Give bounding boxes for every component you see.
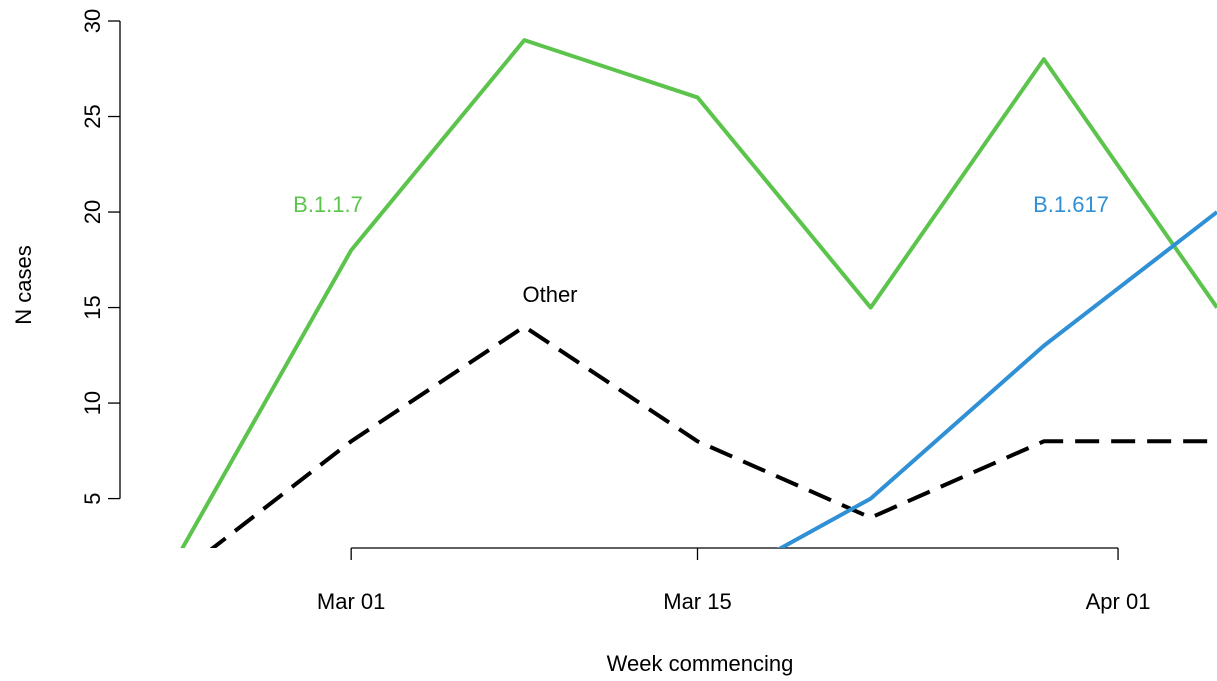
- y-tick-label: 25: [80, 104, 105, 128]
- series-label-b-1-617: B.1.617: [1033, 192, 1109, 217]
- series-line-b-1-1-7: [180, 38, 1217, 548]
- y-axis: 5 10 15 20 25 30: [80, 9, 121, 505]
- x-tick-label: Apr 01: [1086, 589, 1151, 614]
- y-tick-label: 15: [80, 295, 105, 319]
- x-tick-label: Mar 15: [663, 589, 731, 614]
- series-line-b-1-617: [776, 210, 1217, 548]
- y-axis-title: N cases: [11, 245, 36, 324]
- y-tick-label: 20: [80, 200, 105, 224]
- series-labels: B.1.1.7 Other B.1.617: [293, 192, 1109, 307]
- series-label-b-1-1-7: B.1.1.7: [293, 192, 363, 217]
- y-tick-label: 10: [80, 391, 105, 415]
- series-line-other: [209, 324, 1217, 548]
- series-label-other: Other: [522, 282, 577, 307]
- y-tick-label: 30: [80, 9, 105, 33]
- x-axis: Mar 01 Mar 15 Apr 01: [317, 547, 1151, 614]
- series-layer: [180, 38, 1217, 548]
- y-tick-label: 5: [80, 492, 105, 504]
- x-tick-label: Mar 01: [317, 589, 385, 614]
- x-axis-title: Week commencing: [607, 651, 794, 676]
